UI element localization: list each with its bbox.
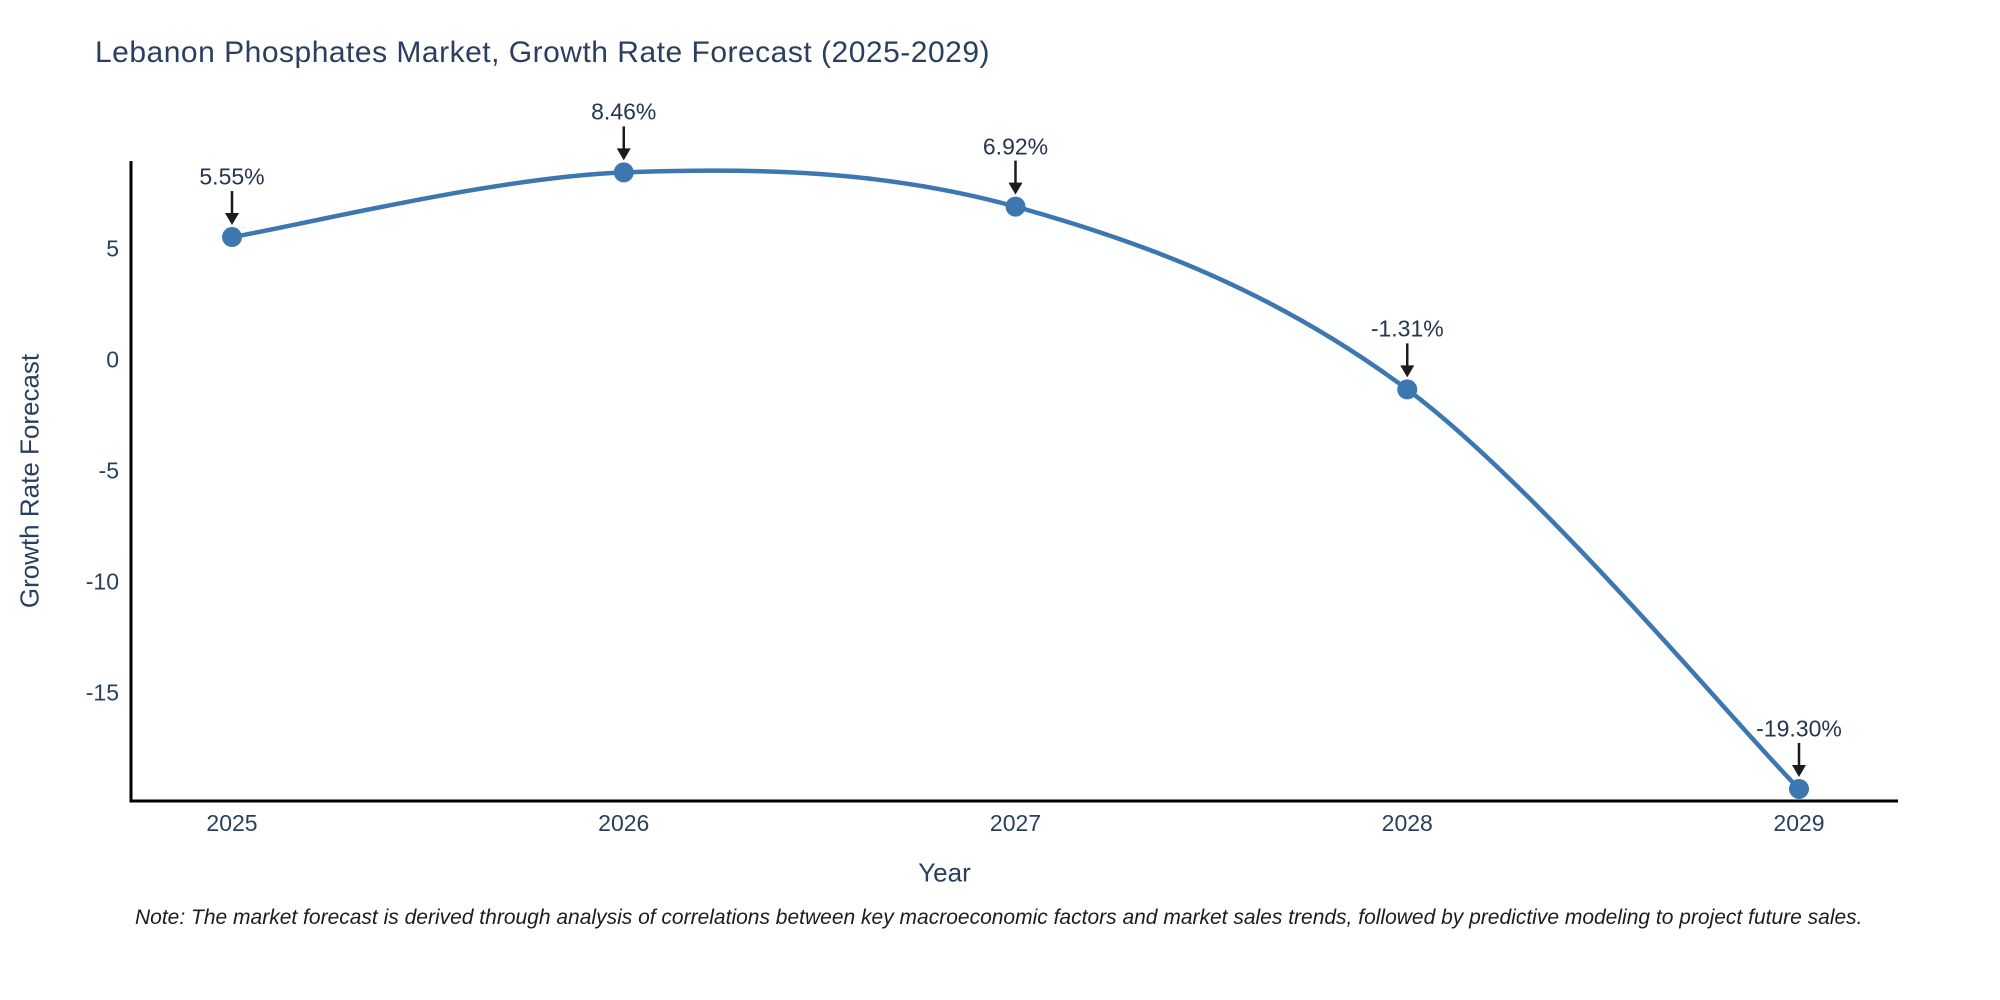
x-tick-label: 2029 xyxy=(1773,810,1825,836)
point-annotation: 8.46% xyxy=(591,98,657,125)
y-tick-label: 5 xyxy=(106,235,119,262)
footnote: Note: The market forecast is derived thr… xyxy=(135,906,1863,929)
x-tick-label: 2025 xyxy=(206,810,258,836)
x-tick-label: 2028 xyxy=(1381,810,1433,836)
annotation-arrowhead xyxy=(1008,182,1023,195)
x-axis-title: Year xyxy=(918,857,971,888)
data-point-marker xyxy=(1005,196,1026,217)
annotation-arrowhead xyxy=(616,148,631,161)
data-point-marker xyxy=(1789,778,1809,799)
data-point-marker xyxy=(613,162,634,183)
point-annotation: -1.31% xyxy=(1370,315,1444,342)
x-tick-label: 2027 xyxy=(989,810,1042,836)
annotation-arrowhead xyxy=(225,213,239,226)
annotation-arrowhead xyxy=(1792,764,1806,777)
y-tick-label: 0 xyxy=(106,346,119,373)
data-point-marker xyxy=(222,227,242,248)
y-tick-label: -15 xyxy=(85,679,119,706)
x-tick-label: 2026 xyxy=(598,810,650,836)
y-tick-label: -10 xyxy=(85,568,119,595)
y-tick-label: -5 xyxy=(98,457,119,484)
chart-title: Lebanon Phosphates Market, Growth Rate F… xyxy=(95,36,990,69)
annotation-arrowhead xyxy=(1400,365,1415,378)
point-annotation: 5.55% xyxy=(199,163,265,190)
forecast-line xyxy=(231,168,1801,791)
data-point-marker xyxy=(1397,379,1418,400)
point-annotation: -19.30% xyxy=(1756,715,1842,742)
point-annotation: 6.92% xyxy=(982,133,1049,160)
